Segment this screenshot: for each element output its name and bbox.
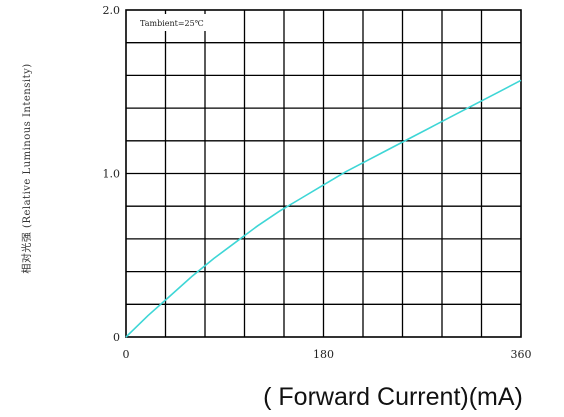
y-tick-label: 0 [113,331,120,344]
plot-frame [125,9,522,338]
annotation: Tambient=25℃ [140,19,204,28]
y-tick-label: 2.0 [103,4,121,17]
grid [126,10,521,337]
x-tick-labels: 0 180 360 [123,348,532,361]
x-axis-label: ( Forward Current)(mA) [263,383,523,411]
x-tick-label: 180 [313,348,334,361]
y-tick-label: 1.0 [103,168,121,181]
x-tick-label: 360 [511,348,532,361]
x-tick-label: 0 [123,348,130,361]
y-axis-label: 相对光强 (Relative Luminous Intensity) [20,63,33,273]
series-line [125,79,522,338]
y-tick-labels: 0 1.0 2.0 [103,4,121,344]
annotation-background [129,14,209,31]
